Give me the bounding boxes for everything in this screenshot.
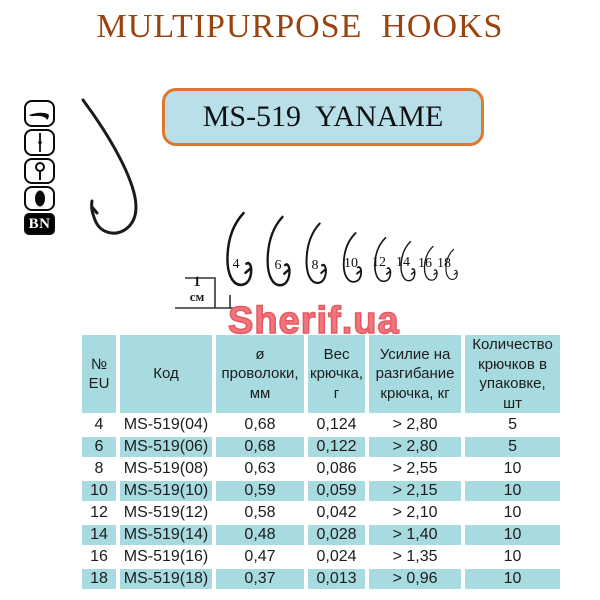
table-cell: 0,48	[216, 525, 304, 545]
hook-size-label: 18	[437, 256, 451, 271]
ringed-eye-icon	[34, 162, 45, 180]
hook-size-label: 4	[232, 257, 240, 272]
column-header: № EU	[82, 335, 116, 413]
model-badge: MS-519 YANAME	[162, 88, 484, 146]
table-cell: 12	[90, 504, 108, 521]
table-cell: MS-519(10)	[120, 481, 212, 501]
table-cell: 10	[82, 481, 116, 501]
hook-size-label: 8	[311, 258, 319, 273]
table-cell: 8	[94, 460, 104, 477]
finish-badge: BN	[24, 213, 55, 235]
column-header: Усилие на разгибание крючка, кг	[369, 335, 462, 413]
table-header-row: № EU Код ø проволоки, мм Вес крючка, г Усили…	[82, 335, 561, 413]
table-cell: 0,58	[244, 504, 276, 521]
column-header: ø проволоки, мм	[216, 335, 304, 413]
watermark: Sherif.ua	[227, 299, 400, 343]
hook-size-label: 16	[418, 256, 432, 271]
table-body: 4 MS-519(04) 0,68 0,124 > 2,80 5 6 MS-519(06) 0,…	[82, 415, 561, 589]
large-hook-drawing	[81, 98, 138, 235]
table-cell: 10	[465, 481, 561, 501]
feature-box-forged	[24, 186, 55, 211]
table-cell: 0,37	[216, 569, 304, 589]
page-title: MULTIPURPOSE HOOKS	[96, 8, 504, 45]
table-cell: > 1,35	[392, 548, 438, 565]
table-cell: 0,63	[244, 460, 276, 477]
table-cell: > 1,40	[369, 525, 462, 545]
table-cell: > 0,96	[369, 569, 462, 589]
hook-drawing-size-14	[400, 240, 416, 282]
hook-size-label: 14	[396, 255, 410, 270]
hook-drawing-size-8	[305, 222, 327, 285]
table-cell: 0,028	[308, 525, 366, 545]
table-cell: 5	[465, 437, 561, 457]
table-cell: 0,124	[316, 416, 357, 433]
table-cell: MS-519(14)	[120, 525, 212, 545]
table-cell: 0,013	[308, 569, 366, 589]
straight-shank-icon	[37, 133, 42, 152]
table-cell: 0,086	[316, 460, 357, 477]
table-cell: 5	[508, 416, 517, 433]
table-cell: 16	[90, 548, 108, 565]
table-cell: > 2,80	[392, 416, 438, 433]
scale-unit: см	[189, 289, 205, 304]
hook-point-icon	[28, 112, 49, 120]
hook-drawing-size-6	[266, 215, 291, 287]
column-header: Количество крючков в упаковке, шт	[465, 335, 561, 413]
table-cell: > 2,55	[392, 460, 438, 477]
table-row: 18 MS-519(18) 0,37 0,013 > 0,96 10	[82, 569, 561, 589]
hook-size-label: 12	[372, 255, 386, 270]
model-badge-label: MS-519 YANAME	[202, 100, 444, 133]
hook-drawing-size-12	[374, 237, 392, 283]
table-row: 8 MS-519(08) 0,63 0,086 > 2,55 10	[82, 459, 560, 479]
column-header: Код	[120, 335, 212, 413]
table-cell: MS-519(16)	[123, 548, 209, 565]
table-cell: 10	[465, 525, 561, 545]
table-cell: MS-519(18)	[120, 569, 212, 589]
hook-size-label: 10	[344, 256, 358, 271]
table-cell: MS-519(12)	[123, 504, 209, 521]
table-row: 4 MS-519(04) 0,68 0,124 > 2,80 5	[82, 415, 560, 435]
table-cell: 6	[82, 437, 116, 457]
table-row: 12 MS-519(12) 0,58 0,042 > 2,10 10	[82, 503, 560, 523]
forged-bend-icon	[34, 190, 45, 207]
table-cell: 10	[465, 569, 561, 589]
table-cell: 0,68	[244, 416, 276, 433]
table-cell: 4	[94, 416, 104, 433]
table-cell: 0,024	[316, 548, 357, 565]
table-cell: 10	[503, 504, 522, 521]
table-cell: > 2,80	[369, 437, 462, 457]
table-row: 14 MS-519(14) 0,48 0,028 > 1,40 10	[82, 525, 561, 545]
hook-size-label: 6	[274, 258, 282, 273]
table-row: 6 MS-519(06) 0,68 0,122 > 2,80 5	[82, 437, 561, 457]
scale-marker-lines	[175, 277, 233, 309]
table-cell: 0,059	[308, 481, 366, 501]
table-cell: > 2,10	[392, 504, 438, 521]
table-cell: 18	[82, 569, 116, 589]
scale-value: 1	[193, 274, 201, 290]
table-cell: > 2,15	[369, 481, 462, 501]
table-cell: 0,122	[308, 437, 366, 457]
spec-table: № EU Код ø проволоки, мм Вес крючка, г Усили…	[78, 333, 564, 591]
table-cell: 0,47	[244, 548, 276, 565]
table-row: 10 MS-519(10) 0,59 0,059 > 2,15 10	[82, 481, 561, 501]
finish-label: BN	[28, 215, 51, 232]
hook-drawing-size-10	[342, 232, 363, 283]
table-cell: MS-519(08)	[123, 460, 209, 477]
feature-box-point	[24, 100, 55, 127]
table-cell: 0,042	[316, 504, 357, 521]
table-cell: 10	[503, 548, 522, 565]
table-cell: 0,68	[216, 437, 304, 457]
feature-box-shank	[24, 129, 55, 156]
column-header: Вес крючка, г	[308, 335, 366, 413]
table-cell: MS-519(06)	[120, 437, 212, 457]
table-cell: 0,59	[216, 481, 304, 501]
table-cell: 10	[503, 460, 522, 477]
feature-box-eye	[24, 158, 55, 184]
table-row: 16 MS-519(16) 0,47 0,024 > 1,35 10	[82, 547, 560, 567]
table-cell: MS-519(04)	[123, 416, 209, 433]
hook-drawing-size-18	[445, 248, 458, 281]
hook-drawing-size-16	[423, 245, 438, 281]
table-cell: 14	[82, 525, 116, 545]
